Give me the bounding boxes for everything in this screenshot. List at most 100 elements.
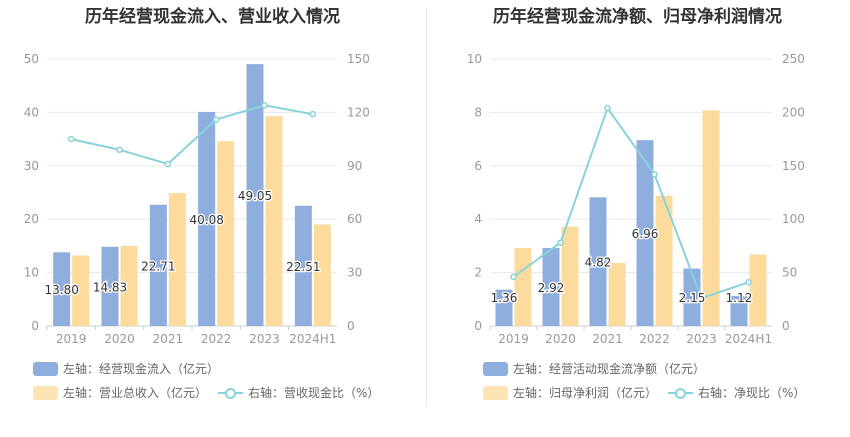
legend-swatch-blue [33,361,58,376]
x-tick-label: 2023 [686,332,717,346]
bar-data-label: 49.05 [238,189,272,203]
y-tick-label-right: 150 [782,159,805,173]
legend-swatch-line [668,386,693,400]
line-point [261,102,268,109]
x-tick-label: 2021 [592,332,623,346]
bar-series-1 [149,204,167,326]
line-point [67,135,75,143]
x-tick-label: 2024H1 [289,332,336,346]
bar-series-2 [514,248,532,326]
y-tick-label-right: 60 [347,212,362,226]
legend-swatch-orange [483,385,508,400]
bar-data-label: 13.80 [44,283,78,297]
bar-data-label: 2.15 [679,291,706,305]
x-tick-label: 2023 [249,332,280,346]
x-tick-label: 2022 [639,332,670,346]
bar-data-label: 4.82 [585,256,612,270]
y-tick-label-left: 40 [24,105,39,119]
bar-data-label: 6.96 [632,227,659,241]
bar-series-2 [72,255,90,326]
x-tick-label: 2022 [201,332,232,346]
bar-data-label: 22.71 [141,259,175,273]
bar-series-1 [294,205,312,326]
chart-title: 历年经营现金流净额、归母净利润情况 [493,7,782,27]
bar-series-1 [636,140,654,326]
bar-series-1 [101,246,119,326]
y-tick-label-left: 20 [24,212,39,226]
line-series-3 [512,105,749,300]
bar-data-label: 40.08 [189,213,223,227]
y-tick-label-right: 100 [782,212,805,226]
y-tick-label-right: 150 [347,52,370,66]
bar-series-1 [542,248,560,326]
bar-series-2 [608,262,626,326]
legend-label: 左轴：归母净利润（亿元） [513,386,658,400]
x-tick-label: 2019 [498,332,529,346]
bar-series-1 [730,296,748,326]
legend-label: 左轴：经营现金流入（亿元） [63,362,220,376]
y-tick-label-left: 0 [474,319,482,333]
x-tick-label: 2020 [545,332,576,346]
chart-panel-cash-inflow: 历年经营现金流入、营业收入情况 0 10 20 30 40 50 0 30 60 90 120 150… [24,7,380,401]
bar-data-label: 1.36 [491,291,518,305]
y-tick-label-right: 0 [782,319,790,333]
bar-series-1 [495,289,513,326]
line-series-3 [70,104,314,166]
legend-swatch-line [218,386,243,400]
line-point [604,104,611,112]
line-point [116,146,123,154]
bar-series-1 [198,111,216,326]
y-tick-label-right: 0 [347,319,355,333]
y-tick-label-right: 250 [782,52,805,66]
bar-series-2 [217,141,235,326]
x-tick-label: 2019 [56,332,87,346]
legend-swatch-blue [483,361,508,376]
line-point [510,273,517,281]
y-tick-label-right: 30 [347,266,362,280]
y-tick-label-left: 0 [31,319,39,333]
bar-series-2 [702,110,720,326]
legend-label: 左轴：营业总收入（亿元） [63,386,208,400]
bar-series-1 [589,197,607,326]
legend-item-series-2[interactable]: 左轴：营业总收入（亿元） [33,384,207,401]
y-tick-label-left: 2 [474,266,482,280]
bar-series-1 [246,64,264,326]
line-point [651,171,658,178]
y-tick-label-left: 50 [24,52,39,66]
legend-item-series-3[interactable]: 右轴：营收现金比（%） [218,384,379,401]
bar-data-label: 22.51 [286,260,320,274]
legend-item-series-1[interactable]: 左轴：经营活动现金流净额（亿元） [483,360,705,377]
chart-title: 历年经营现金流入、营业收入情况 [85,7,340,27]
bar-series-2 [168,193,186,326]
legend-item-series-2[interactable]: 左轴：归母净利润（亿元） [483,384,657,401]
legend-label: 右轴：营收现金比（%） [248,386,380,400]
bar-data-label: 14.83 [93,280,127,294]
x-tick-label: 2021 [153,332,184,346]
bar-data-label: 1.12 [726,291,753,305]
x-tick-label: 2020 [104,332,135,346]
y-tick-label-right: 90 [347,159,362,173]
bar-series-2 [120,245,138,326]
line-point [698,294,705,302]
y-tick-label-right: 200 [782,105,805,119]
line-point [164,160,172,168]
legend-label: 左轴：经营活动现金流净额（亿元） [513,362,706,376]
legend-item-series-3[interactable]: 右轴：净现比（%） [668,384,805,401]
y-tick-label-left: 30 [24,159,39,173]
legend-item-series-1[interactable]: 左轴：经营现金流入（亿元） [33,360,219,377]
y-tick-label-left: 10 [24,266,39,280]
line-point [212,116,220,123]
line-point [745,278,752,286]
chart-panel-net-cash: 历年经营现金流净额、归母净利润情况 0 2 4 6 8 10 0 50 100 150 200 250… [425,0,850,437]
y-tick-label-left: 4 [474,212,482,226]
bar-series-1 [53,252,71,326]
chart-cash-inflow: 0 10 20 30 40 50 0 30 60 90 120 150 2019 2020 2021 2022… [24,52,370,346]
y-tick-label-left: 10 [467,52,482,66]
bar-series-2 [265,116,283,326]
y-tick-label-left: 6 [474,159,482,173]
bar-series-2 [655,195,673,326]
line-point [557,239,564,246]
y-tick-label-right: 120 [347,105,370,119]
